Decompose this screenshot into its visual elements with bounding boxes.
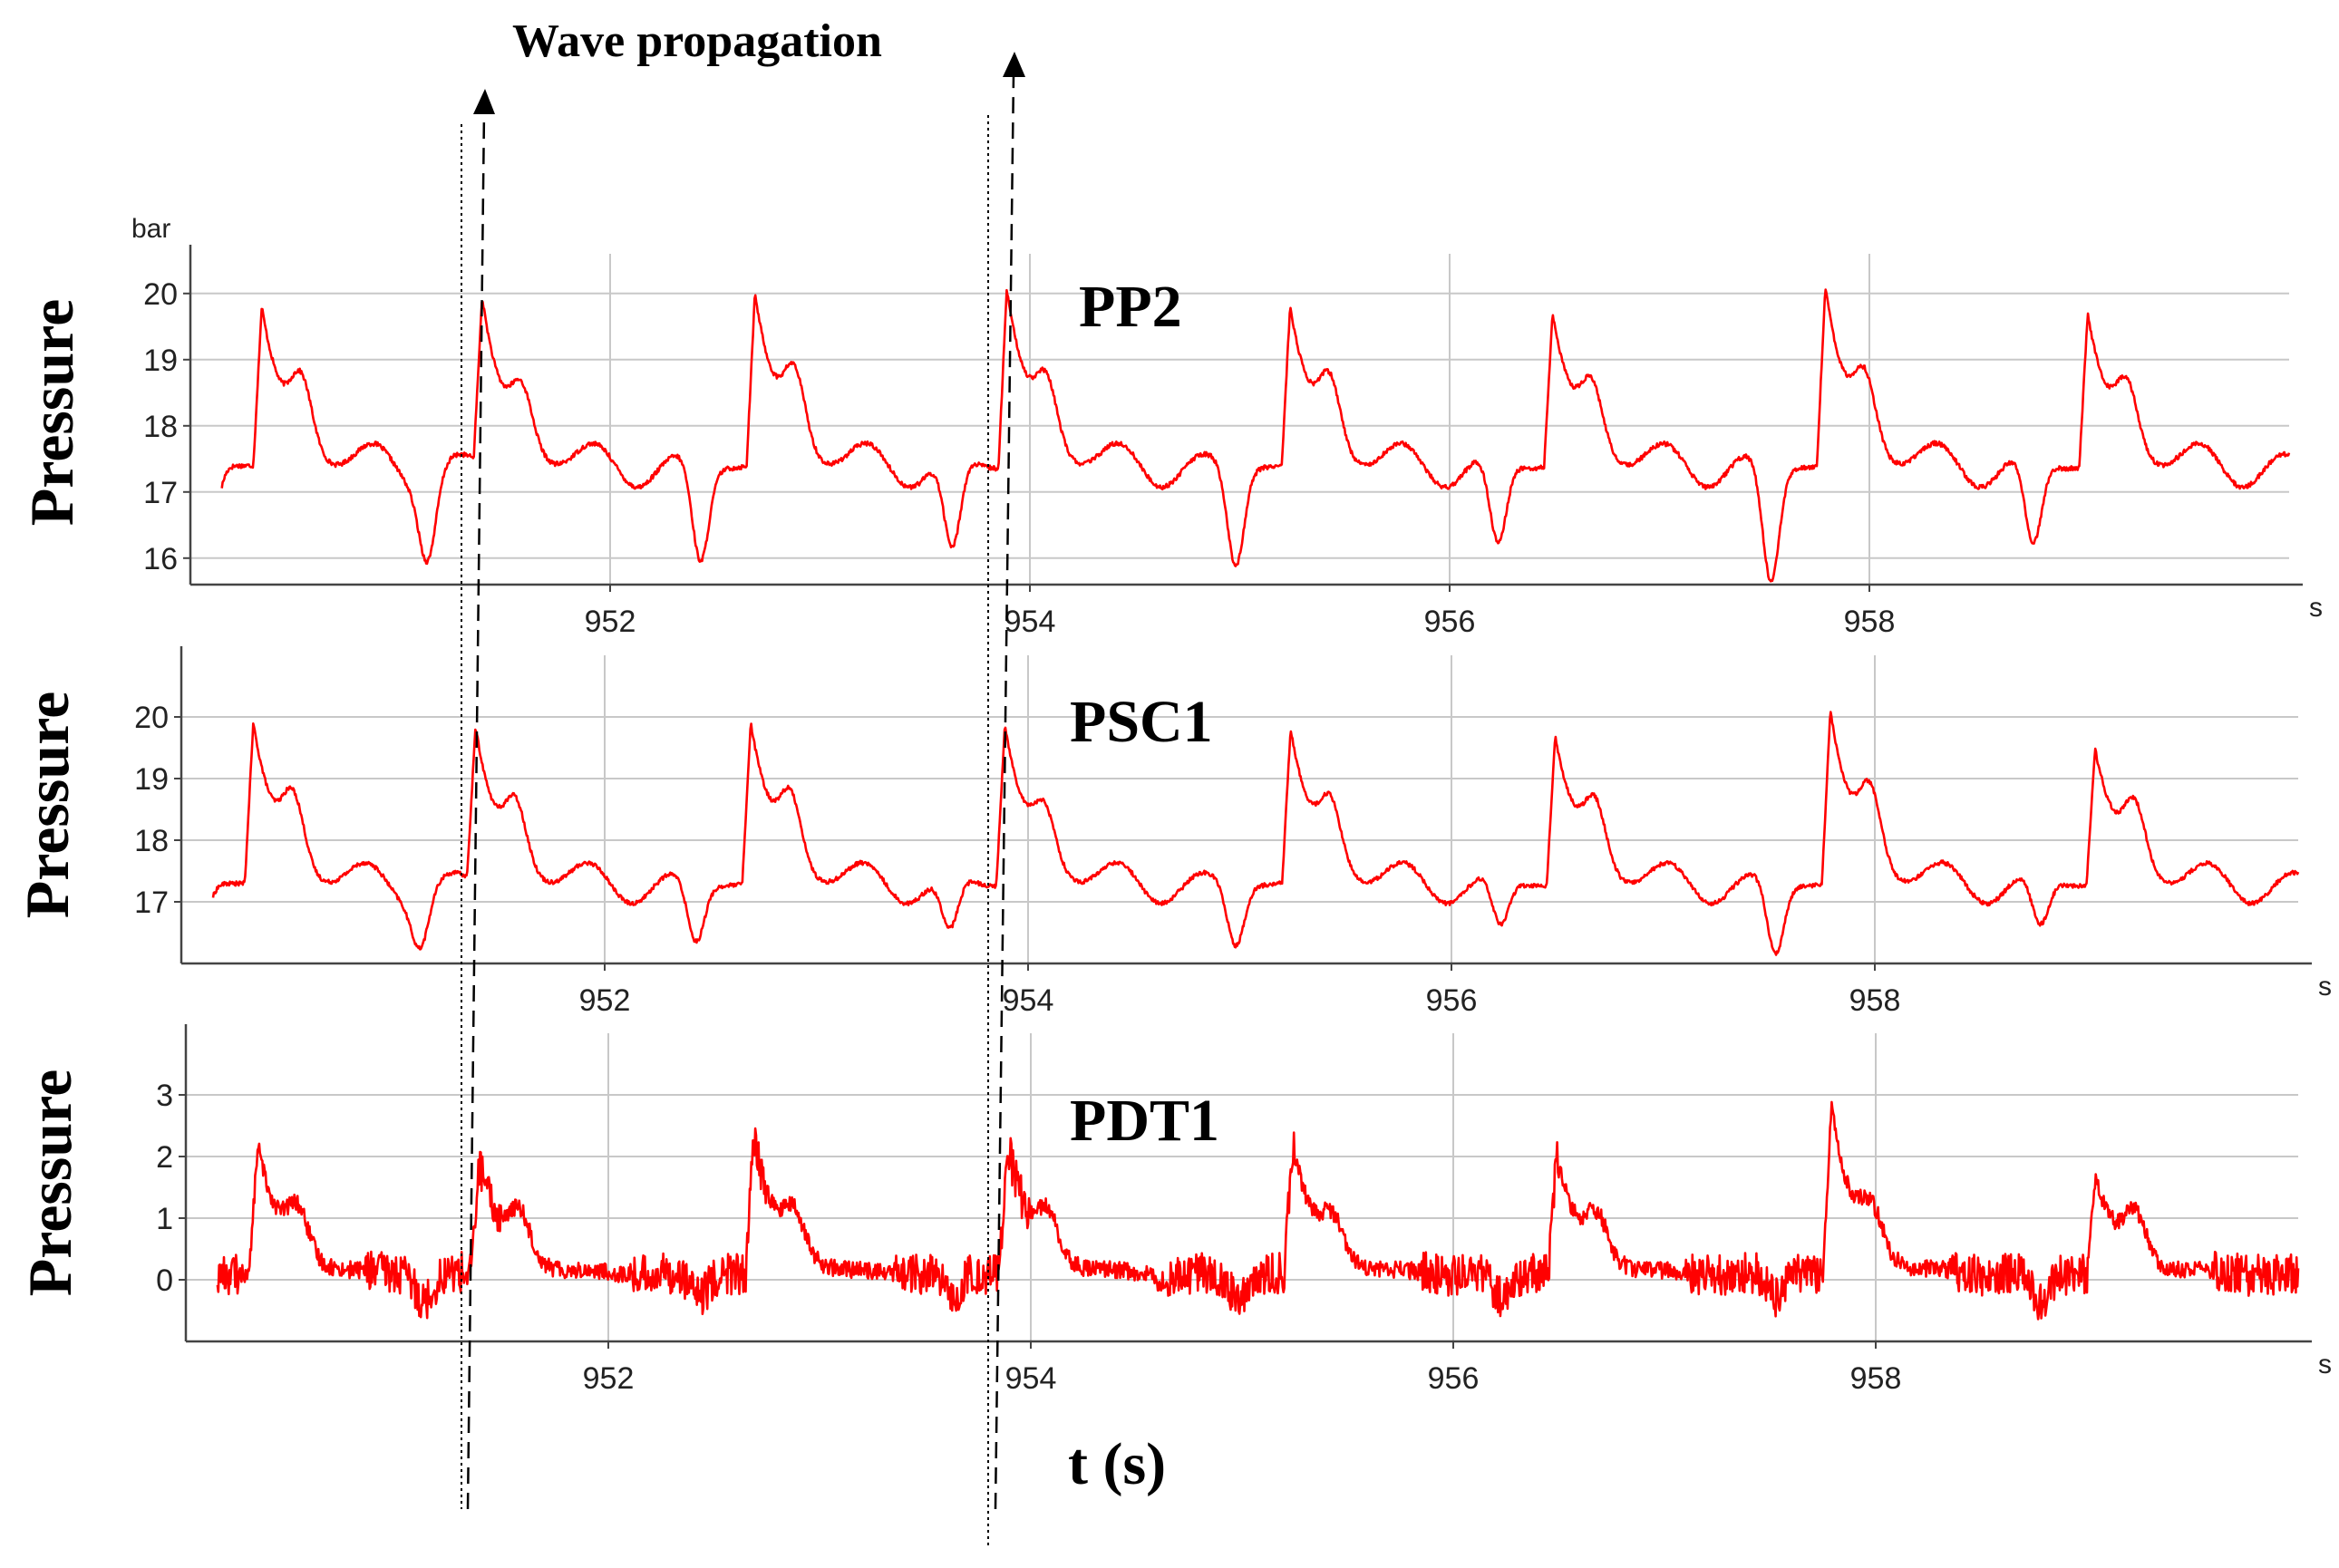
series-line-psc1 — [211, 711, 2300, 956]
y-tick-label: 3 — [156, 1079, 173, 1113]
series-line-pp2 — [220, 288, 2291, 583]
x-axis-title: t (s) — [1068, 1431, 1166, 1497]
panel-title: PDT1 — [1070, 1088, 1219, 1154]
y-tick-label: 19 — [134, 762, 169, 797]
y-tick-label: 17 — [143, 476, 178, 510]
y-tick-label: 2 — [156, 1140, 173, 1175]
y-tick-label: 19 — [143, 344, 178, 378]
panel-title: PP2 — [1079, 274, 1182, 340]
x-tick-label: 956 — [1424, 605, 1476, 639]
panel-pp2: 16 17 18 19 20 952 954 956 958 s bar Pressure PP2 — [17, 214, 2323, 639]
panel-title: PSC1 — [1070, 689, 1213, 755]
x-tick-label: 954 — [1005, 1361, 1057, 1396]
y-tick-label: 18 — [134, 824, 169, 858]
x-tick-label: 958 — [1849, 983, 1901, 1018]
x-tick-label: 952 — [585, 605, 636, 639]
x-tick-label: 958 — [1850, 1361, 1902, 1396]
panel-psc1: 17 18 19 20 952 954 956 958 s Pressure PSC1 — [13, 646, 2332, 1018]
propagation-arrowhead-1 — [473, 89, 495, 114]
y-unit-label: bar — [131, 214, 170, 244]
propagation-arrow-2 — [994, 73, 1015, 1510]
x-tick-label: 956 — [1426, 983, 1478, 1018]
x-tick-label: 958 — [1844, 605, 1896, 639]
y-axis-title: Pressure — [15, 1070, 84, 1297]
x-unit-label: s — [2318, 1350, 2332, 1379]
y-axis-title: Pressure — [17, 299, 86, 527]
y-tick-label: 20 — [143, 277, 178, 312]
wave-propagation-annotation: Wave propagation — [461, 15, 1025, 1545]
y-tick-label: 1 — [156, 1202, 173, 1236]
y-tick-label: 16 — [143, 542, 178, 576]
y-tick-label: 18 — [143, 410, 178, 444]
x-unit-label: s — [2309, 593, 2323, 623]
propagation-arrowhead-2 — [1003, 52, 1025, 77]
y-axis-title: Pressure — [13, 692, 82, 919]
x-tick-label: 956 — [1428, 1361, 1480, 1396]
x-tick-label: 952 — [579, 983, 631, 1018]
propagation-arrow-1 — [466, 110, 486, 1510]
y-tick-label: 17 — [134, 886, 169, 920]
x-tick-label: 954 — [1003, 983, 1054, 1018]
panel-pdt1: 0 1 2 3 952 954 956 958 s Pressure PDT1 — [15, 1024, 2332, 1396]
y-tick-label: 0 — [156, 1263, 173, 1298]
x-tick-label: 952 — [583, 1361, 635, 1396]
series-line-pdt1 — [216, 1100, 2300, 1321]
x-unit-label: s — [2318, 972, 2332, 1002]
y-tick-label: 20 — [134, 701, 169, 735]
wave-propagation-label: Wave propagation — [512, 15, 882, 67]
x-tick-label: 954 — [1005, 605, 1056, 639]
